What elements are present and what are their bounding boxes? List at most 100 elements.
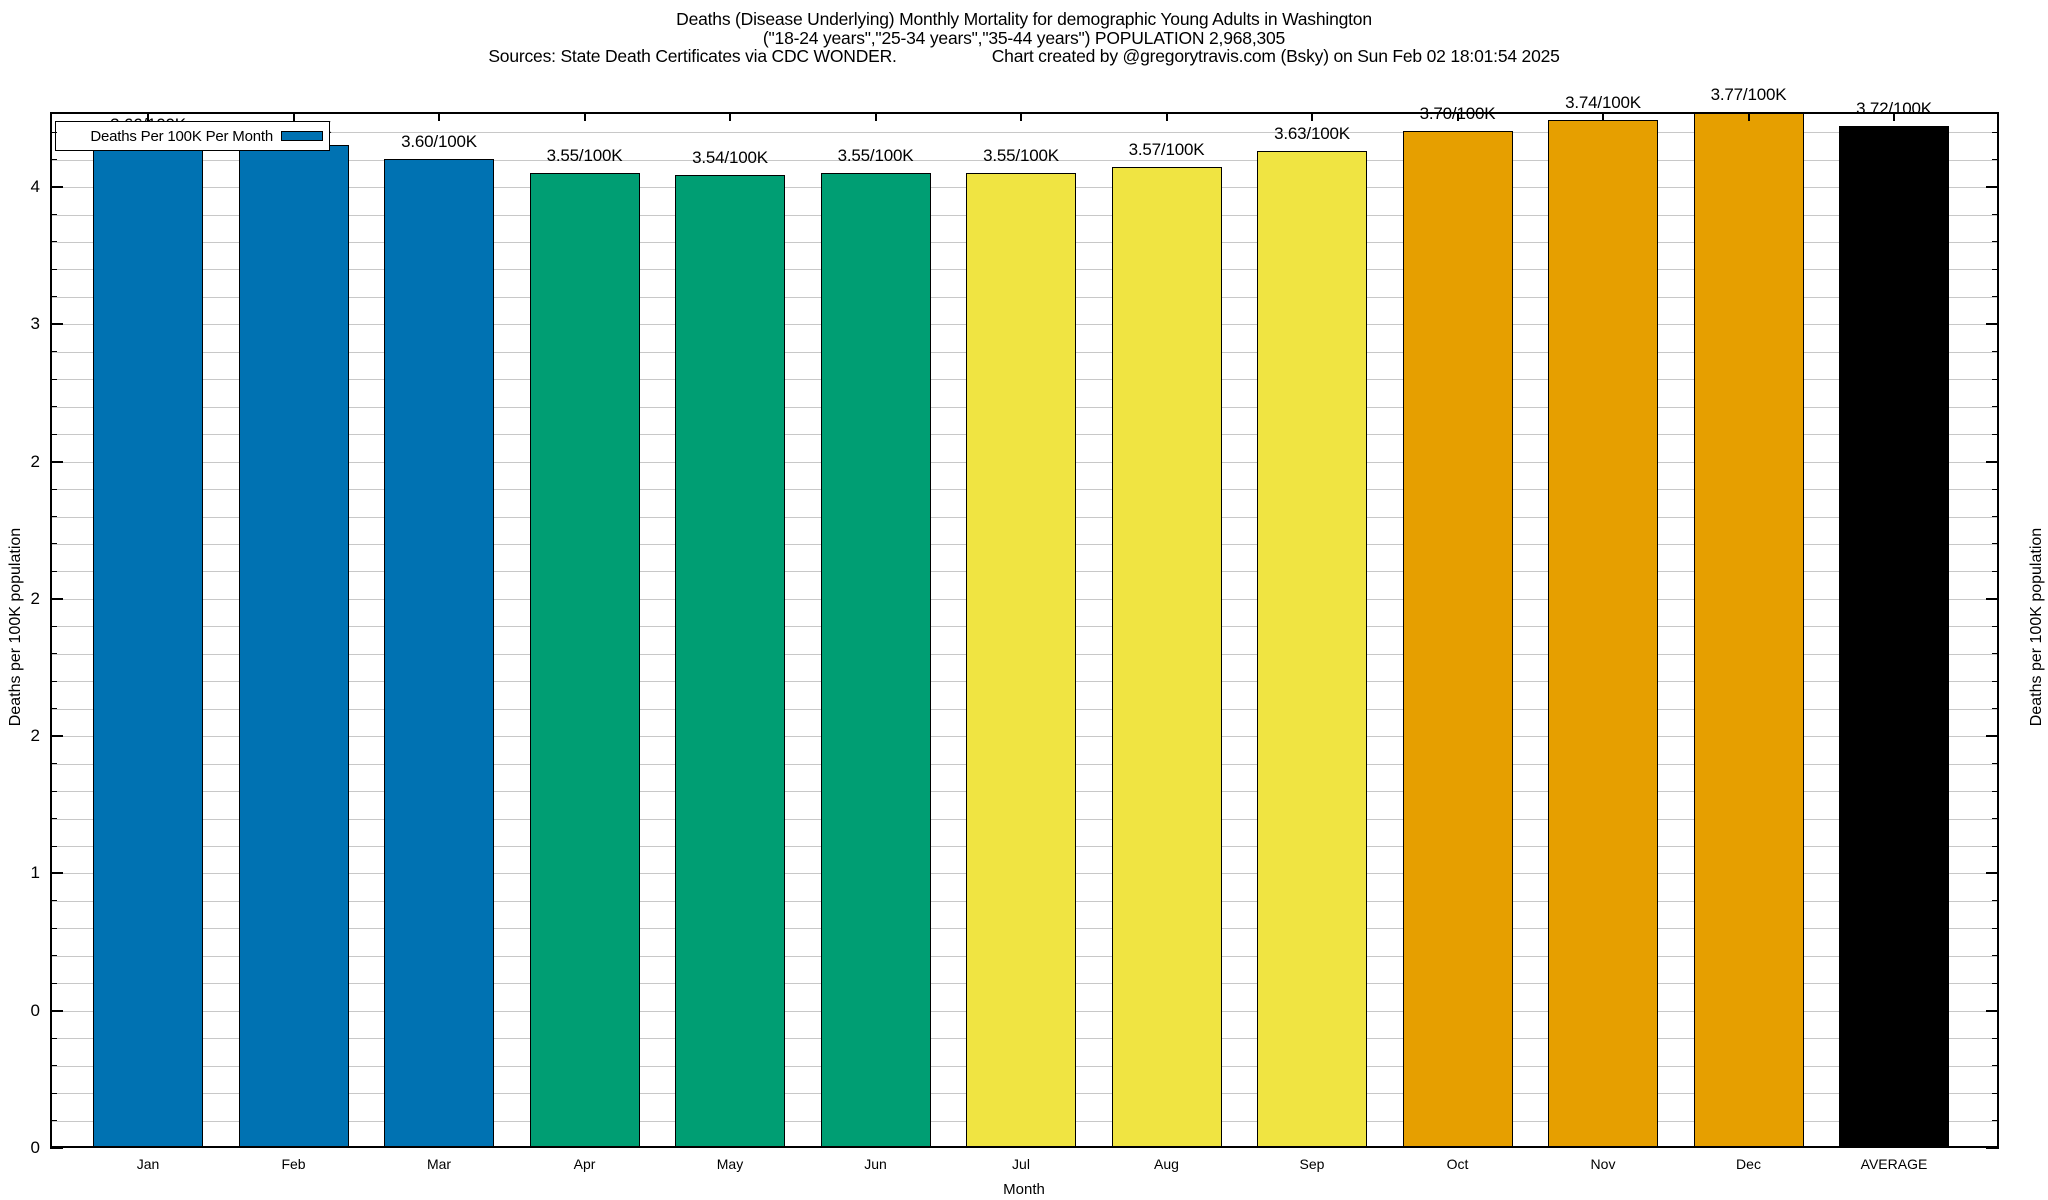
tick-mark — [1992, 955, 1999, 957]
tick-mark — [50, 131, 57, 133]
y-tick-label: 0 — [30, 1138, 40, 1157]
x-tick-label: Aug — [1154, 1156, 1179, 1172]
bar — [1839, 125, 1949, 1148]
tick-mark — [50, 653, 57, 655]
tick-mark — [50, 296, 57, 298]
tick-mark — [1992, 763, 1999, 765]
legend-label: Deaths Per 100K Per Month — [90, 127, 273, 145]
bar-value-label: 3.54/100K — [692, 148, 768, 168]
tick-mark — [1992, 927, 1999, 929]
tick-mark — [1992, 241, 1999, 243]
tick-mark — [1992, 378, 1999, 380]
y-tick-label: 0 — [30, 1000, 40, 1020]
credit-note: Chart created by @gregorytravis.com (Bsk… — [991, 46, 1560, 66]
y-axis-title-left: Deaths per 100K population — [7, 527, 24, 727]
top-tick-mark — [438, 112, 440, 121]
tick-mark — [50, 845, 57, 847]
top-tick-mark — [1456, 112, 1459, 121]
tick-mark — [50, 406, 57, 408]
bar-value-label: 3.55/100K — [546, 145, 623, 165]
x-tick-label: Nov — [1590, 1156, 1616, 1172]
bar-value-label: 3.57/100K — [1128, 140, 1205, 159]
top-tick-mark — [1602, 112, 1604, 121]
x-tick-label: May — [716, 1156, 744, 1172]
tick-mark — [1992, 1037, 1999, 1039]
tick-mark — [50, 460, 63, 463]
chart-title-line3: Sources: State Death Certificates via CD… — [0, 47, 2048, 66]
tick-mark — [50, 351, 57, 353]
tick-mark — [50, 597, 63, 600]
tick-mark — [50, 625, 57, 627]
gridline — [52, 159, 1997, 161]
top-tick-mark — [1893, 112, 1895, 121]
tick-mark — [1992, 1065, 1999, 1067]
tick-mark — [50, 570, 57, 572]
top-tick-mark — [1311, 112, 1313, 121]
tick-mark — [1992, 982, 1999, 984]
tick-mark — [1986, 735, 1999, 738]
chart-title-line1: Deaths (Disease Underlying) Monthly Mort… — [676, 9, 1372, 29]
tick-mark — [1992, 214, 1999, 215]
tick-mark — [50, 186, 63, 188]
tick-mark — [50, 1065, 57, 1067]
tick-mark — [1992, 406, 1999, 408]
tick-mark — [1992, 790, 1999, 792]
tick-mark — [50, 214, 57, 215]
tick-mark — [1992, 433, 1999, 435]
x-tick-label: Apr — [573, 1156, 596, 1172]
bar-layer — [50, 112, 1999, 1148]
tick-mark — [1992, 131, 1999, 133]
x-tick-label: Oct — [1446, 1156, 1469, 1172]
tick-mark — [1986, 872, 1999, 875]
top-tick-mark — [583, 112, 586, 121]
x-tick-label: Feb — [281, 1156, 306, 1172]
legend-box: Deaths Per 100K Per Month — [55, 121, 330, 151]
bar — [93, 142, 203, 1148]
bar-value-label: 3.63/100K — [1274, 123, 1350, 143]
y-tick-label: 3 — [30, 314, 40, 334]
tick-mark — [50, 516, 57, 517]
tick-mark — [1992, 818, 1999, 819]
top-tick-mark — [1747, 112, 1750, 121]
y-axis-title-right: Deaths per 100K population — [2028, 527, 2045, 727]
bar — [384, 158, 494, 1148]
tick-mark — [1992, 296, 1999, 298]
x-tick-label: Mar — [426, 1156, 452, 1172]
tick-mark — [50, 1120, 57, 1121]
bar-value-label: 3.55/100K — [983, 145, 1059, 165]
tick-mark — [50, 982, 57, 984]
top-tick-mark — [729, 112, 731, 121]
x-tick-label: AVERAGE — [1860, 1156, 1928, 1172]
bar — [1693, 112, 1804, 1148]
bar-value-label: 3.60/100K — [401, 131, 477, 151]
tick-mark — [1992, 845, 1999, 847]
tick-mark — [1986, 460, 1999, 463]
x-axis-title: Month — [1003, 1181, 1045, 1198]
bar-value-label: 3.74/100K — [1565, 93, 1641, 113]
tick-mark — [1992, 488, 1999, 490]
tick-mark — [50, 433, 57, 435]
tick-mark — [50, 378, 57, 380]
x-tick-label: Dec — [1736, 1156, 1761, 1172]
sources-note: Sources: State Death Certificates via CD… — [488, 46, 897, 66]
x-tick-label: Jan — [136, 1156, 160, 1172]
tick-mark — [50, 790, 57, 792]
y-tick-label: 2 — [30, 726, 40, 746]
tick-mark — [1992, 653, 1999, 655]
plot-area — [50, 112, 1999, 1149]
bar — [1111, 167, 1222, 1148]
bar — [1402, 131, 1513, 1148]
tick-mark — [1992, 900, 1999, 902]
tick-mark — [50, 900, 57, 902]
gridline — [52, 132, 1997, 134]
top-tick-mark — [1020, 112, 1022, 121]
tick-mark — [50, 488, 57, 490]
bar-value-label: 3.55/100K — [837, 145, 914, 165]
tick-mark — [50, 1147, 63, 1149]
chart-title-line2: ("18-24 years","25-34 years","35-44 year… — [762, 27, 1286, 48]
y-tick-label: 1 — [30, 863, 40, 883]
tick-mark — [50, 955, 57, 957]
tick-mark — [50, 735, 63, 738]
tick-mark — [50, 1009, 63, 1012]
